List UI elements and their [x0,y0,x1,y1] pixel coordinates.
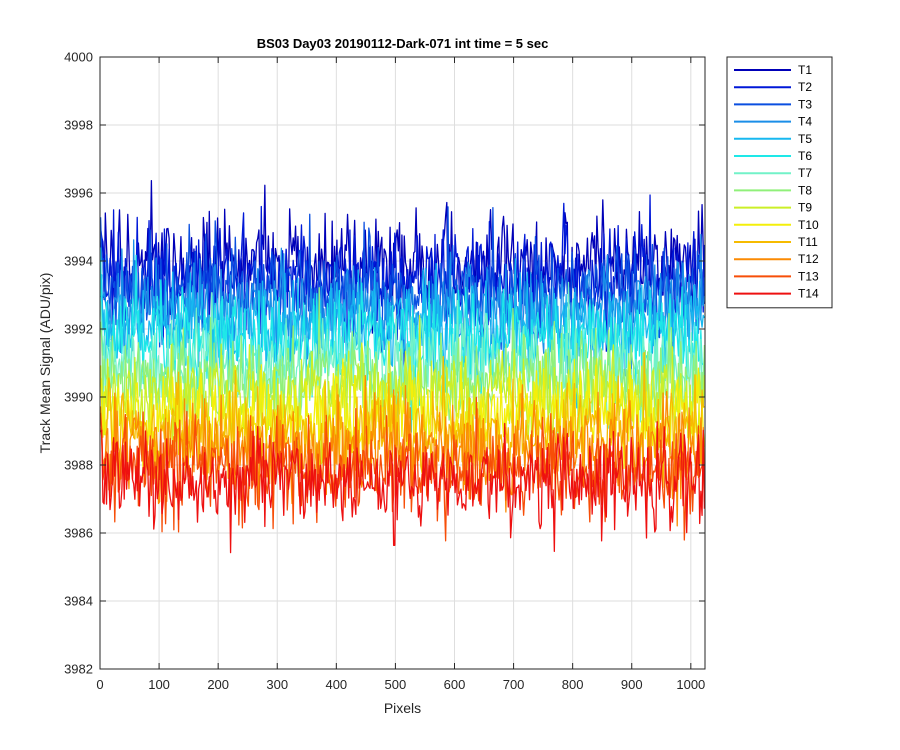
legend-label-t2: T2 [798,80,812,94]
legend-label-t11: T11 [798,235,818,249]
x-tick-label: 1000 [676,677,705,692]
series-line-t14 [100,421,706,554]
y-tick-label: 3986 [64,526,93,541]
series-line-t6 [99,247,706,433]
x-tick-label: 900 [621,677,643,692]
series-line-t10 [99,358,706,485]
legend-label-t5: T5 [798,132,812,146]
x-tick-label: 500 [385,677,407,692]
y-tick-label: 3982 [64,662,93,677]
series-line-t3 [99,206,706,385]
legend-label-t7: T7 [798,166,812,180]
legend-label-t1: T1 [798,63,812,77]
x-tick-label: 400 [325,677,347,692]
x-tick-label: 600 [444,677,466,692]
x-tick-label: 700 [503,677,525,692]
y-tick-label: 3998 [64,118,93,133]
x-tick-label: 0 [96,677,103,692]
legend-label-t13: T13 [798,269,819,283]
legend: T1 T2 T3 T4 T5 T6 T7 T8 T9 T10 T11 T12 T13 T14 [726,56,833,309]
legend-label-t12: T12 [798,252,819,266]
chart-title: BS03 Day03 20190112-Dark-071 int time = … [257,36,549,51]
y-tick-label: 3988 [64,458,93,473]
legend-label-t6: T6 [798,149,812,163]
axis-ticks: 0 100 200 300 400 500 600 700 800 900 1000 3982 3984… [64,50,705,693]
series-lines [99,179,706,554]
plot-area-frame [99,56,706,670]
x-tick-label: 800 [562,677,584,692]
x-axis-label: Pixels [384,700,421,716]
legend-label-t4: T4 [798,115,812,129]
y-tick-label: 3996 [64,186,93,201]
x-tick-label: 300 [266,677,288,692]
legend-label-t8: T8 [798,183,812,197]
x-tick-label: 200 [207,677,229,692]
y-tick-label: 3984 [64,594,93,609]
y-tick-label: 4000 [64,50,93,65]
series-line-t5 [99,258,706,409]
y-tick-label: 3994 [64,254,93,269]
legend-label-t10: T10 [798,218,819,232]
y-axis-label: Track Mean Signal (ADU/pix) [37,273,53,454]
legend-label-t3: T3 [798,97,812,111]
y-tick-label: 3990 [64,390,93,405]
x-tick-label: 100 [148,677,170,692]
y-tick-label: 3992 [64,322,93,337]
legend-box [726,56,833,309]
legend-label-t14: T14 [798,287,819,301]
legend-label-t9: T9 [798,201,812,215]
series-line-t9 [99,314,706,465]
